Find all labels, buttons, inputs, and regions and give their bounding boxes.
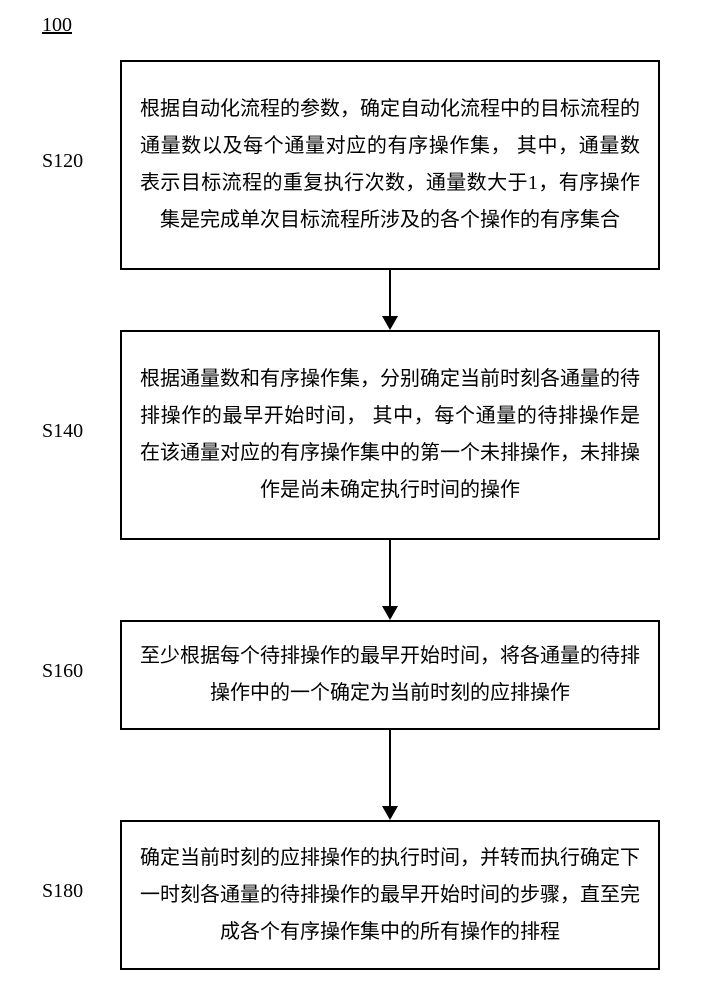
step-label-s120: S120 [42,150,83,173]
arrow-head-s160-s180 [382,806,398,820]
step-text-s140: 根据通量数和有序操作集，分别确定当前时刻各通量的待排操作的最早开始时间， 其中，… [140,361,640,509]
arrow-s140-s160 [389,540,391,606]
step-box-s140: 根据通量数和有序操作集，分别确定当前时刻各通量的待排操作的最早开始时间， 其中，… [120,330,660,540]
step-text-s120: 根据自动化流程的参数，确定自动化流程中的目标流程的通量数以及每个通量对应的有序操… [140,91,640,239]
step-box-s160: 至少根据每个待排操作的最早开始时间，将各通量的待排操作中的一个确定为当前时刻的应… [120,620,660,730]
arrow-s160-s180 [389,730,391,806]
step-box-s120: 根据自动化流程的参数，确定自动化流程中的目标流程的通量数以及每个通量对应的有序操… [120,60,660,270]
figure-number: 100 [42,14,72,37]
step-label-s160: S160 [42,660,83,683]
flowchart-canvas: 100 S120 根据自动化流程的参数，确定自动化流程中的目标流程的通量数以及每… [0,0,707,1000]
arrow-head-s120-s140 [382,316,398,330]
step-label-s140: S140 [42,420,83,443]
step-text-s160: 至少根据每个待排操作的最早开始时间，将各通量的待排操作中的一个确定为当前时刻的应… [140,638,640,712]
step-box-s180: 确定当前时刻的应排操作的执行时间，并转而执行确定下一时刻各通量的待排操作的最早开… [120,820,660,970]
step-label-s180: S180 [42,880,83,903]
arrow-s120-s140 [389,270,391,316]
step-text-s180: 确定当前时刻的应排操作的执行时间，并转而执行确定下一时刻各通量的待排操作的最早开… [140,840,640,951]
arrow-head-s140-s160 [382,606,398,620]
